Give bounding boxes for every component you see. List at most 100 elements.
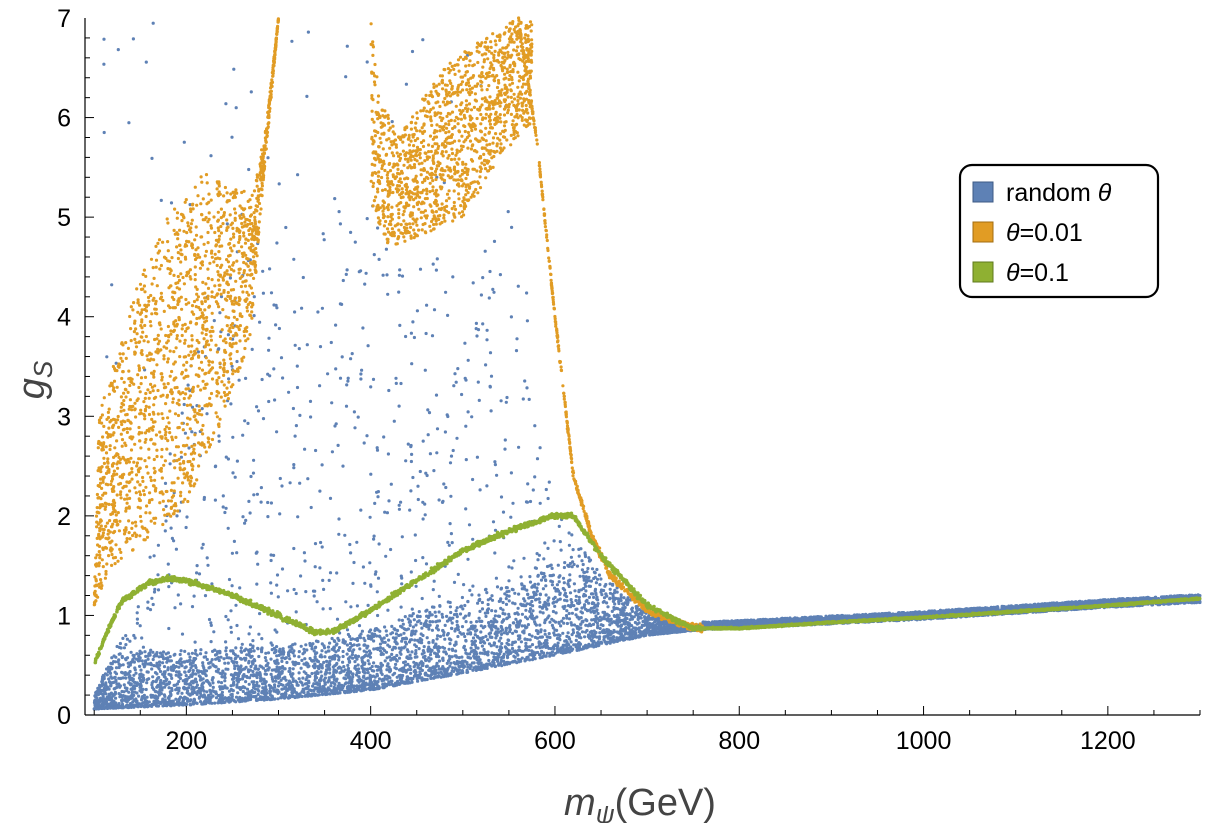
point bbox=[333, 197, 337, 201]
point bbox=[253, 690, 257, 694]
point bbox=[595, 567, 599, 572]
point bbox=[275, 583, 279, 587]
point bbox=[373, 501, 377, 505]
point bbox=[151, 602, 155, 607]
point bbox=[499, 632, 504, 637]
point bbox=[547, 603, 551, 607]
point bbox=[353, 426, 357, 430]
point bbox=[151, 650, 155, 654]
point bbox=[594, 581, 599, 585]
point bbox=[285, 660, 289, 665]
point bbox=[161, 661, 165, 665]
point bbox=[353, 664, 357, 668]
point bbox=[444, 485, 448, 490]
point bbox=[397, 503, 401, 507]
point bbox=[337, 532, 341, 536]
point bbox=[309, 505, 313, 510]
point bbox=[481, 276, 485, 280]
point bbox=[302, 647, 306, 651]
point bbox=[450, 655, 454, 659]
point bbox=[384, 554, 388, 558]
point bbox=[386, 452, 390, 456]
point bbox=[118, 641, 122, 646]
point bbox=[227, 577, 232, 582]
point bbox=[510, 631, 515, 635]
point bbox=[493, 463, 497, 467]
point bbox=[385, 677, 389, 681]
point bbox=[244, 680, 248, 684]
point bbox=[572, 582, 577, 586]
point bbox=[427, 411, 432, 415]
point bbox=[135, 617, 139, 621]
point bbox=[543, 629, 547, 633]
point bbox=[478, 609, 482, 614]
point bbox=[485, 338, 489, 342]
point bbox=[313, 565, 317, 569]
point bbox=[163, 694, 167, 699]
point bbox=[575, 564, 580, 568]
point bbox=[356, 415, 360, 419]
point bbox=[507, 612, 511, 617]
point bbox=[492, 239, 497, 243]
point bbox=[261, 291, 265, 295]
point bbox=[516, 606, 520, 610]
point bbox=[563, 561, 567, 565]
point bbox=[235, 683, 239, 687]
point bbox=[210, 582, 214, 586]
point bbox=[353, 660, 357, 664]
point bbox=[252, 458, 256, 462]
point bbox=[293, 434, 297, 438]
point bbox=[385, 668, 389, 672]
point bbox=[421, 517, 425, 521]
point bbox=[114, 655, 118, 659]
point bbox=[180, 632, 185, 636]
point bbox=[421, 500, 425, 504]
point bbox=[162, 665, 167, 669]
point bbox=[490, 635, 494, 640]
point bbox=[363, 671, 367, 675]
point bbox=[301, 676, 305, 680]
point bbox=[366, 634, 370, 638]
point bbox=[290, 690, 294, 695]
point bbox=[162, 679, 166, 684]
point bbox=[243, 419, 247, 423]
point bbox=[573, 589, 577, 593]
point bbox=[511, 501, 515, 505]
point bbox=[322, 238, 326, 242]
point bbox=[205, 657, 209, 662]
point bbox=[376, 613, 380, 618]
point bbox=[519, 575, 523, 579]
point bbox=[388, 676, 392, 680]
point bbox=[168, 462, 172, 466]
point bbox=[548, 635, 552, 640]
point bbox=[492, 290, 496, 294]
point bbox=[224, 646, 228, 650]
point bbox=[382, 435, 386, 439]
point bbox=[274, 323, 278, 327]
point bbox=[522, 556, 526, 560]
point bbox=[286, 589, 290, 593]
point bbox=[464, 651, 468, 655]
point bbox=[583, 635, 587, 639]
point bbox=[471, 636, 476, 640]
point bbox=[543, 621, 547, 625]
point bbox=[233, 666, 237, 671]
point bbox=[328, 641, 332, 645]
point bbox=[418, 670, 422, 674]
point bbox=[369, 628, 373, 632]
point bbox=[448, 600, 452, 605]
point bbox=[328, 607, 332, 611]
point bbox=[404, 459, 408, 463]
point bbox=[252, 295, 256, 299]
point bbox=[365, 217, 369, 221]
point bbox=[483, 641, 487, 645]
point bbox=[520, 624, 524, 628]
point bbox=[226, 333, 230, 337]
point bbox=[367, 662, 371, 666]
point bbox=[524, 641, 528, 646]
point bbox=[410, 680, 414, 684]
point bbox=[292, 546, 296, 551]
point bbox=[437, 659, 442, 663]
point bbox=[229, 630, 233, 634]
point bbox=[144, 687, 148, 692]
